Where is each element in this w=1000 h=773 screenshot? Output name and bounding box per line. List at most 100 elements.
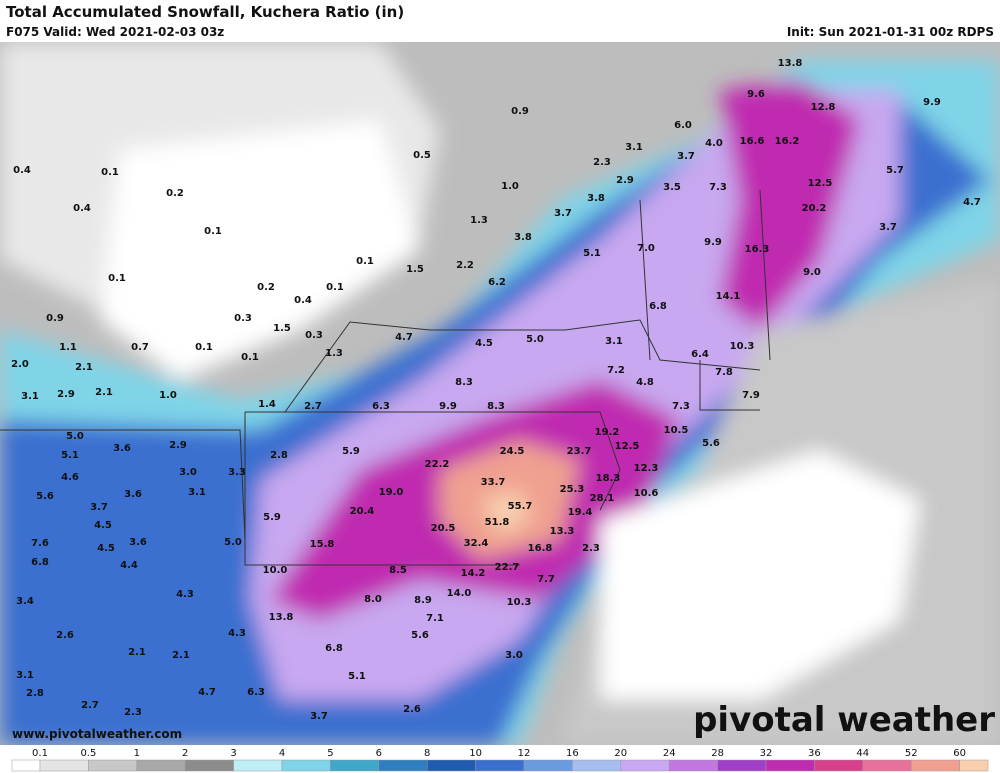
legend-tick: 36 [808, 748, 821, 759]
legend-swatch [959, 759, 989, 772]
snow-label: 8.9 [414, 595, 432, 606]
snow-label: 20.2 [802, 203, 827, 214]
snow-label: 8.3 [455, 377, 473, 388]
snow-label: 20.4 [350, 506, 375, 517]
snow-label: 6.3 [372, 401, 390, 412]
snow-label: 28.1 [590, 493, 615, 504]
snow-label: 3.7 [90, 502, 108, 513]
legend-tick: 16 [566, 748, 579, 759]
snow-label: 0.2 [257, 282, 275, 293]
snow-label: 33.7 [481, 477, 506, 488]
snow-label: 12.5 [808, 178, 833, 189]
snow-label: 7.3 [709, 182, 727, 193]
snow-label: 12.8 [811, 102, 836, 113]
legend-tick: 10 [469, 748, 482, 759]
snow-label: 2.1 [75, 362, 93, 373]
snow-label: 6.8 [325, 643, 343, 654]
snow-label: 5.0 [526, 334, 544, 345]
snow-label: 3.7 [677, 151, 695, 162]
snow-label: 5.6 [411, 630, 429, 641]
snow-label: 7.7 [537, 574, 555, 585]
legend-tick: 4 [279, 748, 285, 759]
snow-label: 3.0 [179, 467, 197, 478]
legend-swatch [88, 759, 138, 772]
legend-swatch [136, 759, 186, 772]
snow-label: 25.3 [560, 484, 585, 495]
snow-label: 14.0 [447, 588, 472, 599]
snow-label: 8.5 [389, 565, 407, 576]
snow-label: 3.6 [124, 489, 142, 500]
snow-label: 3.1 [605, 336, 623, 347]
snow-label: 4.0 [705, 138, 723, 149]
snow-label: 2.7 [81, 700, 99, 711]
snow-label: 7.8 [715, 367, 733, 378]
snow-label: 0.9 [46, 313, 64, 324]
brand: pivotal weather [693, 700, 995, 740]
legend-swatch [426, 759, 476, 772]
snow-label: 22.7 [495, 562, 520, 573]
legend-tick: 0.5 [80, 748, 96, 759]
snow-label: 4.5 [97, 543, 115, 554]
snow-label: 2.7 [304, 401, 322, 412]
snow-label: 55.7 [508, 501, 533, 512]
snow-label: 18.3 [596, 473, 621, 484]
snow-label: 5.7 [886, 165, 904, 176]
legend-swatch [39, 759, 89, 772]
legend-swatch [572, 759, 622, 772]
snow-label: 3.7 [879, 222, 897, 233]
snow-label: 5.0 [66, 431, 84, 442]
snow-label: 22.2 [425, 459, 450, 470]
snow-label: 10.6 [634, 488, 659, 499]
snow-label: 1.3 [470, 215, 488, 226]
snow-label: 32.4 [464, 538, 489, 549]
snow-label: 3.1 [625, 142, 643, 153]
snow-label: 0.4 [73, 203, 91, 214]
snow-label: 5.1 [583, 248, 601, 259]
snow-label: 6.3 [247, 687, 265, 698]
snow-label: 3.1 [16, 670, 34, 681]
snow-label: 9.9 [704, 237, 722, 248]
snow-label: 0.3 [305, 330, 323, 341]
snow-label: 13.3 [550, 526, 575, 537]
snow-label: 3.7 [554, 208, 572, 219]
boundaries [0, 189, 771, 566]
snow-label: 2.1 [95, 387, 113, 398]
snow-label: 6.8 [649, 301, 667, 312]
snow-label: 4.5 [94, 520, 112, 531]
snow-label: 3.3 [228, 467, 246, 478]
snow-label: 9.6 [747, 89, 765, 100]
snow-label: 0.2 [166, 188, 184, 199]
snow-label: 10.0 [263, 565, 288, 576]
snow-label: 24.5 [500, 446, 525, 457]
snow-label: 1.4 [258, 399, 276, 410]
snow-label: 4.5 [475, 338, 493, 349]
snow-label: 3.5 [663, 182, 681, 193]
snow-label: 5.9 [342, 446, 360, 457]
snow-label: 0.9 [511, 106, 529, 117]
legend-swatch [620, 759, 670, 772]
snow-label: 0.1 [204, 226, 222, 237]
snow-label: 19.0 [379, 487, 404, 498]
snow-label: 0.7 [131, 342, 149, 353]
site-url: www.pivotalweather.com [12, 727, 182, 741]
snow-label: 9.0 [803, 267, 821, 278]
legend-swatch [765, 759, 815, 772]
snow-label: 7.2 [607, 365, 625, 376]
legend-tick: 0.1 [32, 748, 48, 759]
snow-label: 10.3 [730, 341, 755, 352]
snow-label: 12.5 [615, 441, 640, 452]
snow-label: 13.8 [778, 58, 803, 69]
snow-label: 2.3 [124, 707, 142, 718]
legend-swatch [668, 759, 718, 772]
snow-label: 8.3 [487, 401, 505, 412]
snow-label: 2.1 [172, 650, 190, 661]
snow-label: 2.2 [456, 260, 474, 271]
snow-label: 2.1 [128, 647, 146, 658]
snow-label: 5.1 [348, 671, 366, 682]
snow-label: 14.2 [461, 568, 486, 579]
legend-tick: 44 [856, 748, 869, 759]
snow-label: 1.1 [59, 342, 77, 353]
snow-label: 10.3 [507, 597, 532, 608]
snow-label: 0.1 [101, 167, 119, 178]
snow-label: 12.3 [634, 463, 659, 474]
